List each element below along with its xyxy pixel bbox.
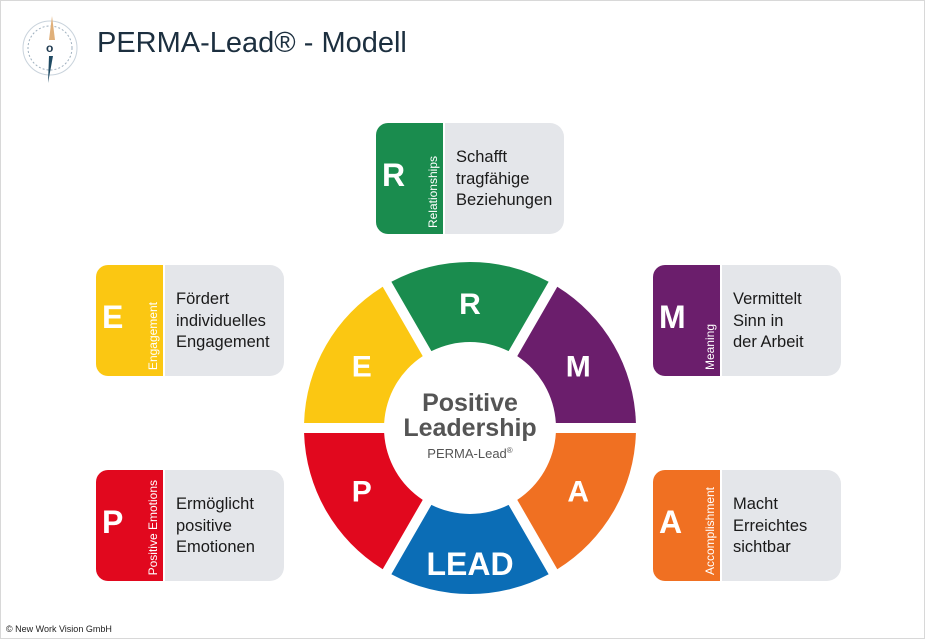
- card-color-block: P Positive Emotions: [96, 470, 163, 581]
- ring-segment-a: [517, 432, 636, 570]
- ring-label-r: R: [459, 288, 481, 321]
- card-description: Vermittelt Sinn in der Arbeit: [722, 265, 841, 376]
- card-letter: E: [102, 299, 124, 335]
- card-dimension-name: Positive Emotions: [146, 479, 160, 575]
- card-description: Ermöglicht positive Emotionen: [165, 470, 284, 581]
- ring-segment-m: [517, 286, 636, 424]
- card-dimension-name: Meaning: [703, 323, 717, 370]
- description-line: Emotionen: [176, 538, 255, 556]
- card-engagement: E Engagement Fördert individuelles Engagem…: [96, 265, 284, 376]
- card-color-block: M Meaning: [653, 265, 720, 376]
- card-description: Schafft tragfähige Beziehungen: [445, 123, 564, 234]
- copyright: © New Work Vision GmbH: [6, 624, 112, 634]
- description-line: individuelles: [176, 311, 266, 330]
- card-positive-emotions: P Positive Emotions Ermöglicht positive Em…: [96, 470, 284, 581]
- card-description: Fördert individuelles Engagement: [165, 265, 284, 376]
- description-line: Macht: [733, 495, 778, 513]
- center-title-line2: Leadership: [403, 414, 536, 442]
- description-line: Beziehungen: [456, 191, 553, 209]
- card-letter: A: [659, 504, 683, 540]
- ring-label-p: P: [352, 476, 372, 509]
- registered-mark: ®: [507, 446, 513, 455]
- center-title-line1: Positive: [422, 389, 518, 417]
- card-color-block: R Relationships: [376, 123, 443, 234]
- card-accomplishment: A Accomplishment Macht Erreichtes sichtbar: [653, 470, 841, 581]
- card-dimension-name: Relationships: [426, 155, 440, 228]
- ring-label-lead: LEAD: [426, 546, 513, 582]
- description-line: der Arbeit: [733, 333, 804, 351]
- page-title: PERMA-Lead® - Modell: [97, 27, 407, 59]
- svg-text:o: o: [46, 41, 53, 55]
- ring-segment-r: [391, 261, 549, 352]
- description-line: Sinn in: [733, 311, 784, 330]
- description-line: Fördert: [176, 290, 230, 308]
- card-letter: M: [659, 299, 686, 335]
- ring-segment-lead: [391, 504, 549, 594]
- description-line: sichtbar: [733, 538, 791, 556]
- description-line: Ermöglicht: [176, 495, 254, 513]
- card-color-block: E Engagement: [96, 265, 163, 376]
- card-dimension-name: Accomplishment: [703, 486, 717, 575]
- ring-segment-e: [304, 286, 423, 424]
- description-line: Vermittelt: [733, 290, 802, 308]
- card-color-block: A Accomplishment: [653, 470, 720, 581]
- card-relationships: R Relationships Schafft tragfähige Beziehu…: [376, 123, 564, 234]
- ring-label-e: E: [352, 351, 372, 384]
- card-meaning: M Meaning Vermittelt Sinn in der Arbeit: [653, 265, 841, 376]
- ring-segment-p: [304, 432, 423, 570]
- description-line: Schafft: [456, 148, 508, 166]
- card-dimension-name: Engagement: [146, 301, 160, 370]
- ring-label-m: M: [566, 351, 591, 384]
- ring-label-a: A: [567, 476, 589, 509]
- card-letter: R: [382, 157, 406, 193]
- description-line: tragfähige: [456, 169, 530, 188]
- description-line: positive: [176, 516, 232, 535]
- card-letter: P: [102, 504, 124, 540]
- description-line: Engagement: [176, 333, 270, 351]
- description-line: Erreichtes: [733, 516, 808, 535]
- compass-icon: o: [22, 16, 78, 83]
- center-subtitle: PERMA-Lead®: [427, 446, 512, 461]
- card-description: Macht Erreichtes sichtbar: [722, 470, 841, 581]
